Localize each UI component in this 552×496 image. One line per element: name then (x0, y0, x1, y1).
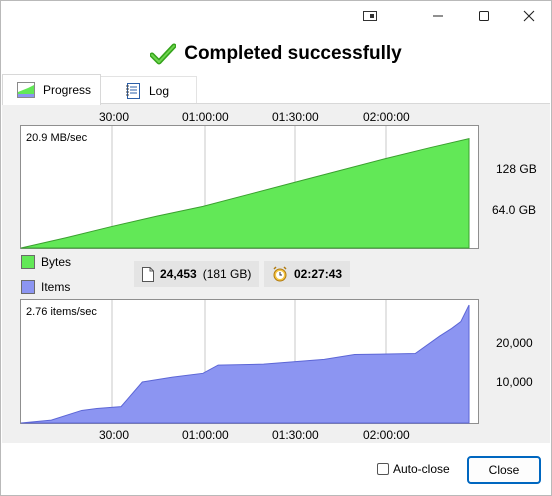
progress-chart-icon (17, 82, 35, 98)
tab-log-label: Log (149, 84, 170, 98)
autoclose-label: Auto-close (393, 462, 450, 476)
items-x-tick: 02:00:00 (363, 428, 410, 442)
title-bar (1, 1, 551, 31)
tab-log[interactable]: Log (101, 76, 197, 105)
status-heading: Completed successfully (1, 39, 551, 69)
bytes-swatch (21, 255, 35, 269)
items-swatch (21, 280, 35, 294)
dialog-footer (1, 443, 551, 495)
legend-items: Items (21, 280, 70, 294)
tab-progress[interactable]: Progress (2, 74, 101, 105)
legend-bytes: Bytes (21, 255, 71, 269)
bytes-area-series (20, 138, 470, 249)
close-icon (523, 10, 535, 22)
tab-progress-label: Progress (43, 83, 92, 97)
alarm-clock-icon (273, 266, 287, 282)
items-y-tick: 10,000 (496, 375, 533, 389)
file-icon (142, 266, 154, 282)
items-chart: 2.76 items/sec (20, 299, 479, 424)
bytes-rate-label: 20.9 MB/sec (26, 132, 88, 144)
close-window-button[interactable] (506, 1, 552, 31)
close-button[interactable]: Close (467, 456, 541, 484)
tab-strip: Progress Log (1, 74, 551, 105)
items-area-series (20, 304, 470, 424)
log-notebook-icon (126, 83, 140, 99)
elapsed-time: 02:27:43 (294, 267, 343, 281)
status-title: Completed successfully (184, 43, 402, 64)
bytes-x-tick: 01:00:00 (182, 110, 229, 124)
items-count: 24,453 (160, 267, 197, 281)
elapsed-time-stat: 02:27:43 (264, 261, 351, 287)
snap-icon (363, 11, 377, 21)
checkbox-box[interactable] (377, 463, 389, 475)
autoclose-checkbox[interactable]: Auto-close (377, 462, 450, 476)
minimize-button[interactable] (415, 1, 461, 31)
bytes-x-tick: 01:30:00 (272, 110, 319, 124)
bytes-x-tick: 02:00:00 (363, 110, 410, 124)
snap-layout-button[interactable] (347, 1, 393, 31)
items-x-tick: 30:00 (99, 428, 130, 442)
items-x-tick: 01:00:00 (182, 428, 229, 442)
bytes-x-tick: 30:00 (99, 110, 130, 124)
bytes-y-tick: 128 GB (496, 162, 537, 176)
legend-items-label: Items (41, 280, 71, 294)
bytes-y-tick: 64.0 GB (492, 203, 537, 217)
items-rate-label: 2.76 items/sec (26, 306, 97, 318)
maximize-button[interactable] (461, 1, 507, 31)
minimize-icon (433, 15, 443, 17)
maximize-icon (479, 11, 489, 21)
items-count-stat: 24,453 (181 GB) (134, 261, 260, 287)
total-size: (181 GB) (202, 267, 252, 281)
bytes-chart: 20.9 MB/sec (20, 125, 479, 249)
items-y-tick: 20,000 (496, 336, 533, 350)
items-x-tick: 01:30:00 (272, 428, 319, 442)
progress-panel: 30:00 01:00:00 01:30:00 02:00:00 20.9 MB… (2, 103, 550, 444)
legend-bytes-label: Bytes (41, 255, 72, 269)
checkmark-icon (150, 43, 177, 65)
